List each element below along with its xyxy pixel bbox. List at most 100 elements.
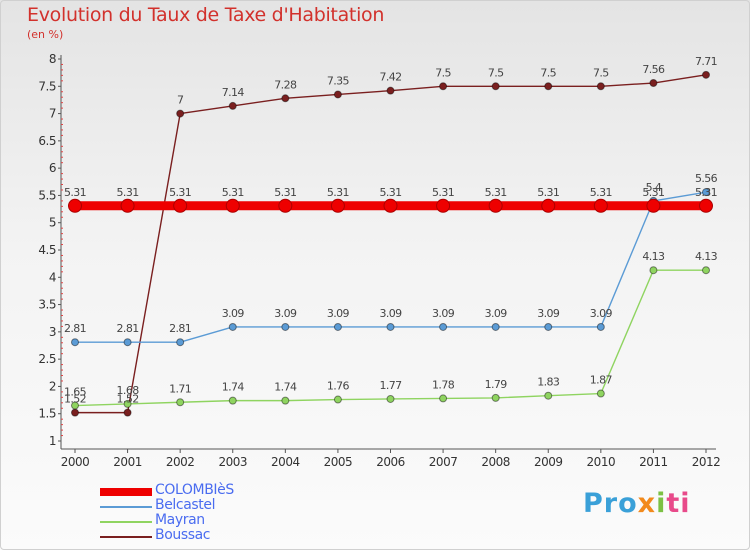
data-label: 3.09: [432, 307, 455, 320]
data-label: 5.31: [695, 186, 717, 199]
y-tick-label: 5: [49, 216, 56, 230]
data-label: 5.4: [646, 181, 662, 194]
data-point: [544, 82, 553, 91]
data-label: 5.31: [485, 186, 507, 199]
data-point: [225, 198, 240, 213]
data-label: 7.35: [327, 74, 350, 87]
data-point: [593, 198, 608, 213]
x-tick-label: 2012: [692, 455, 721, 469]
data-label: 3.09: [485, 307, 508, 320]
legend-swatch: [100, 488, 152, 496]
data-point: [436, 198, 451, 213]
data-label: 7.5: [540, 66, 556, 79]
data-label: 2.81: [169, 322, 191, 335]
data-point: [383, 198, 398, 213]
data-label: 1.74: [274, 381, 297, 394]
data-point: [71, 408, 79, 417]
data-label: 5.31: [169, 186, 191, 199]
data-point: [120, 198, 135, 213]
data-point: [491, 322, 500, 331]
data-point: [228, 396, 237, 405]
data-point: [176, 338, 185, 347]
data-label: 5.56: [695, 172, 718, 185]
data-point: [649, 79, 658, 88]
logo-part-1: Pro: [583, 488, 638, 519]
data-point: [702, 188, 710, 197]
data-label: 1.79: [485, 378, 508, 391]
x-tick-label: 2010: [587, 455, 616, 469]
data-label: 7.5: [488, 66, 504, 79]
data-label: 1.71: [169, 382, 191, 395]
y-tick-label: 6.5: [38, 134, 56, 148]
y-tick-label: 2: [49, 379, 56, 393]
data-point: [71, 401, 79, 410]
data-label: 1.68: [117, 384, 140, 397]
data-label: 3.09: [327, 307, 350, 320]
data-label: 5.31: [432, 186, 454, 199]
data-point: [123, 338, 132, 347]
data-label: 7.5: [435, 66, 451, 79]
legend-label: Boussac: [155, 527, 211, 543]
data-label: 3.09: [590, 307, 613, 320]
data-point: [491, 82, 500, 91]
data-label: 1.87: [590, 374, 613, 387]
data-label: 1.78: [432, 378, 455, 391]
data-point: [333, 395, 342, 404]
x-tick-label: 2002: [166, 455, 195, 469]
data-point: [228, 101, 237, 110]
chart-title: Evolution du Taux de Taxe d'Habitation: [27, 4, 385, 26]
data-label: 5.31: [537, 186, 559, 199]
data-point: [544, 391, 553, 400]
legend-swatch: [100, 536, 152, 538]
data-label: 2.81: [117, 322, 139, 335]
data-point: [123, 408, 132, 417]
y-tick-label: 1.5: [38, 407, 56, 421]
data-label: 5.31: [117, 186, 139, 199]
data-label: 1.77: [379, 379, 402, 392]
data-label: 5.31: [327, 186, 349, 199]
x-tick-label: 2006: [376, 455, 405, 469]
data-point: [330, 198, 345, 213]
proxiti-logo: Proxiti: [583, 488, 691, 519]
x-tick-label: 2011: [639, 455, 668, 469]
data-label: 1.52: [64, 393, 86, 406]
data-point: [281, 396, 290, 405]
data-label: 4.13: [695, 250, 718, 263]
data-point: [488, 198, 503, 213]
x-tick-label: 2005: [324, 455, 353, 469]
data-label: 5.31: [64, 186, 86, 199]
x-tick-label: 2000: [61, 455, 90, 469]
y-tick-label: 5.5: [38, 188, 56, 202]
data-point: [596, 82, 605, 91]
legend-swatch: [100, 521, 152, 523]
data-label: 7.5: [593, 66, 609, 79]
data-point: [123, 399, 132, 408]
data-point: [646, 198, 661, 213]
data-label: 3.09: [379, 307, 402, 320]
y-tick-label: 6: [49, 161, 56, 175]
y-tick-label: 4.5: [38, 243, 56, 257]
y-tick-label: 3.5: [38, 298, 56, 312]
data-point: [702, 266, 710, 275]
data-label: 1.83: [537, 376, 560, 389]
legend-label: Belcastel: [155, 497, 216, 513]
data-label: 3.09: [222, 307, 245, 320]
legend-label: COLOMBIèS: [155, 482, 234, 498]
x-tick-label: 2001: [113, 455, 142, 469]
data-label: 7.42: [379, 71, 401, 84]
data-label: 7.28: [274, 78, 297, 91]
data-label: 3.09: [537, 307, 560, 320]
data-point: [596, 322, 605, 331]
data-point: [491, 393, 500, 402]
data-label: 5.31: [274, 186, 296, 199]
data-label: 5.31: [590, 186, 612, 199]
logo-part-2: x: [637, 488, 657, 519]
data-point: [544, 322, 553, 331]
data-point: [596, 389, 605, 398]
data-label: 7.71: [695, 55, 717, 68]
data-label: 2.81: [64, 322, 86, 335]
data-point: [281, 94, 290, 103]
data-point: [68, 198, 82, 213]
data-point: [71, 338, 79, 347]
